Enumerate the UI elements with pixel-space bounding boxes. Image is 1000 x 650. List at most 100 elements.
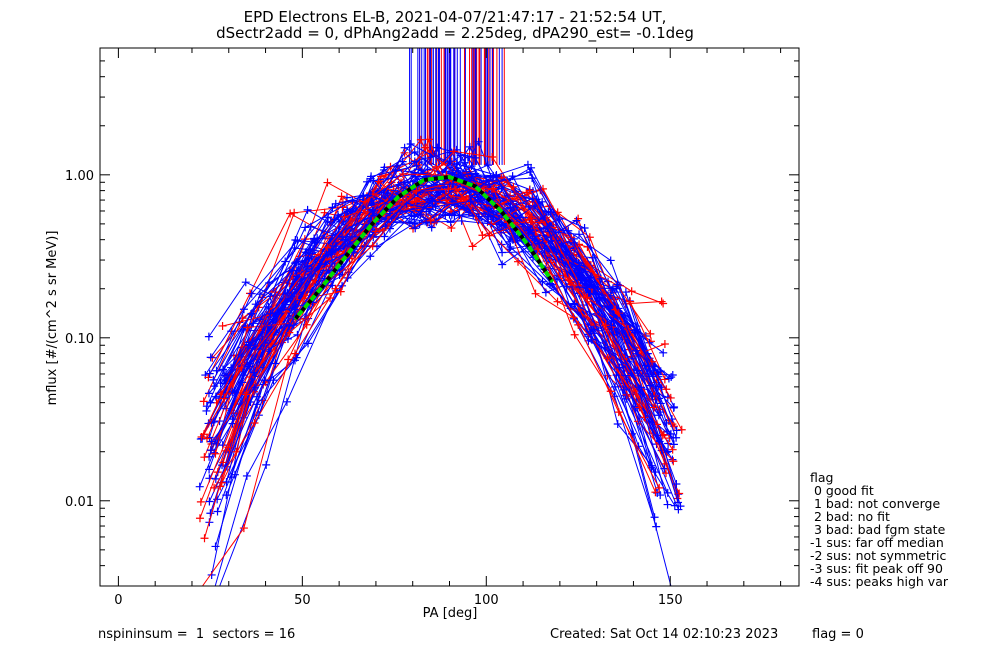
- flux-point: [646, 381, 655, 390]
- x-tick-label: 50: [294, 593, 311, 608]
- flux-point: [374, 177, 383, 186]
- flux-point: [580, 223, 589, 232]
- flux-point: [651, 488, 660, 497]
- flux-point: [450, 211, 459, 220]
- flux-point: [585, 233, 594, 242]
- flux-point: [262, 460, 271, 469]
- flux-point: [640, 413, 649, 422]
- flux-point: [589, 325, 598, 334]
- flux-point: [535, 239, 544, 248]
- flux-point: [433, 143, 442, 152]
- flux-point: [391, 166, 400, 175]
- flux-point: [654, 372, 663, 381]
- flux-point: [664, 374, 673, 383]
- flux-trace: [199, 182, 648, 519]
- flux-point: [292, 272, 301, 281]
- axes-layer: 0 50 100 150 0.01 0.10 1.00: [65, 47, 799, 608]
- flux-point: [204, 389, 213, 398]
- x-tick-label: 0: [114, 593, 122, 608]
- flux-point: [528, 194, 537, 203]
- flux-point: [228, 388, 237, 397]
- flux-point: [672, 426, 681, 435]
- flux-point: [301, 223, 310, 232]
- flux-point: [620, 385, 629, 394]
- flux-point: [453, 166, 462, 175]
- flux-point: [649, 371, 658, 380]
- footer-created: Created: Sat Oct 14 02:10:23 2023: [550, 627, 779, 642]
- flux-point: [621, 288, 630, 297]
- flux-trace: [210, 160, 654, 424]
- flux-point: [631, 402, 640, 411]
- flux-point: [410, 212, 419, 221]
- flux-point: [291, 235, 300, 244]
- flux-point: [412, 186, 421, 195]
- flux-point: [488, 153, 497, 162]
- flux-point: [405, 218, 414, 227]
- flux-point: [327, 245, 336, 254]
- flux-point: [425, 135, 434, 144]
- flux-point: [672, 433, 681, 442]
- flux-point: [239, 524, 248, 533]
- flux-point: [222, 478, 231, 487]
- flux-point: [445, 157, 454, 166]
- flux-point: [570, 300, 579, 309]
- flux-point: [286, 209, 295, 218]
- flux-point: [613, 419, 622, 428]
- flux-point: [330, 215, 339, 224]
- flux-point: [368, 241, 377, 250]
- flux-point: [545, 280, 554, 289]
- flux-point: [514, 257, 523, 266]
- flux-point: [207, 570, 216, 579]
- flux-point: [674, 505, 683, 514]
- flux-trace: [209, 183, 656, 473]
- flux-point: [371, 227, 380, 236]
- flux-point: [668, 370, 677, 379]
- legend-item: -2 sus: not symmetric: [810, 548, 947, 563]
- flux-point: [660, 375, 669, 384]
- flux-point: [664, 439, 673, 448]
- flux-point: [303, 205, 312, 214]
- flux-point: [266, 309, 275, 318]
- flux-point: [206, 353, 215, 362]
- flux-point: [398, 170, 407, 179]
- flux-trace: [220, 177, 672, 435]
- flux-point: [546, 207, 555, 216]
- flux-point: [323, 243, 332, 252]
- flux-point: [291, 259, 300, 268]
- flux-point: [426, 216, 435, 225]
- flux-point: [601, 321, 610, 330]
- flux-point: [412, 161, 421, 170]
- flux-point: [493, 196, 502, 205]
- flux-point: [249, 368, 258, 377]
- flux-point: [209, 375, 218, 384]
- chart-title-line1: EPD Electrons EL-B, 2021-04-07/21:47:17 …: [244, 8, 667, 26]
- flux-point: [606, 256, 615, 265]
- flux-point: [656, 491, 665, 500]
- flux-point: [372, 242, 381, 251]
- flux-point: [485, 180, 494, 189]
- flux-point: [410, 157, 419, 166]
- flux-point: [290, 349, 299, 358]
- flux-point: [474, 137, 483, 146]
- flux-point: [583, 293, 592, 302]
- y-tick-label: 1.00: [65, 169, 94, 184]
- flux-point: [200, 453, 209, 462]
- flux-point: [252, 392, 261, 401]
- flux-point: [251, 300, 260, 309]
- flux-point: [427, 223, 436, 232]
- flux-point: [422, 218, 431, 227]
- flux-point: [242, 471, 251, 480]
- flux-point: [530, 232, 539, 241]
- flux-point: [569, 313, 578, 322]
- flux-point: [457, 216, 466, 225]
- flux-point: [570, 238, 579, 247]
- y-tick-label: 0.01: [65, 495, 94, 510]
- flux-point: [609, 316, 618, 325]
- flux-point: [611, 382, 620, 391]
- legend-item: -1 sus: far off median: [810, 535, 944, 550]
- flux-point: [406, 140, 415, 149]
- flux-point: [398, 157, 407, 166]
- flux-point: [627, 287, 636, 296]
- flux-point: [368, 206, 377, 215]
- flux-point: [195, 514, 204, 523]
